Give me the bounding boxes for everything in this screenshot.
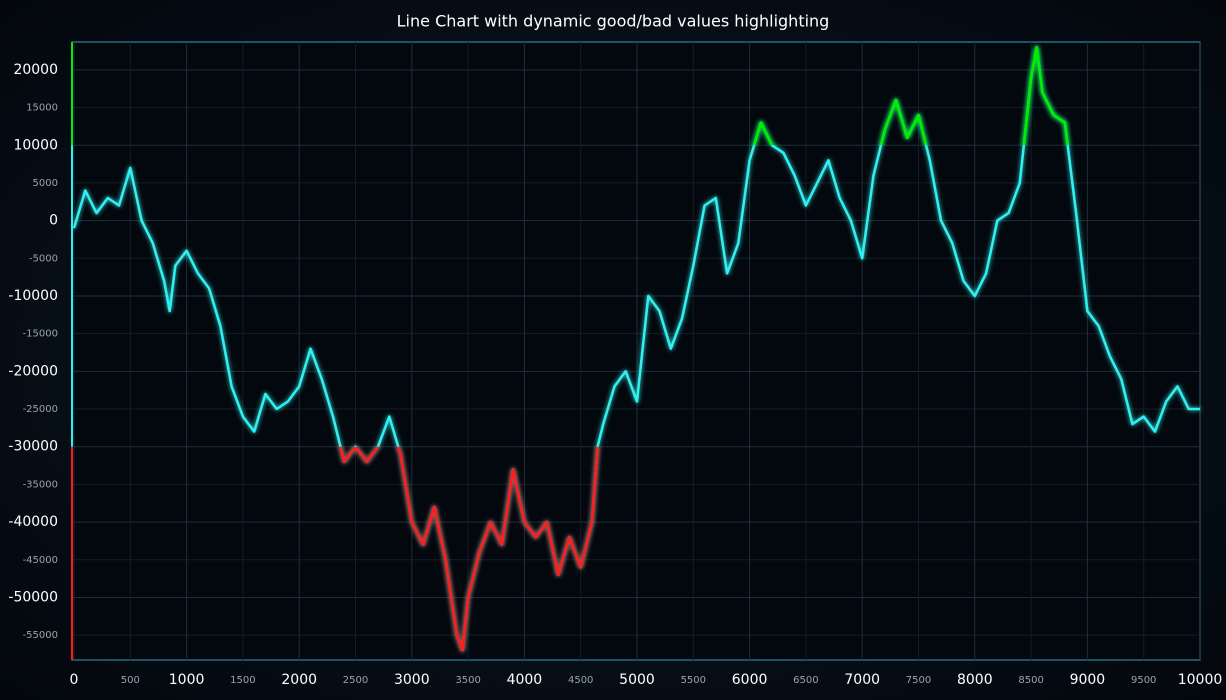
x-tick-label: 9000 <box>1070 672 1106 688</box>
x-tick-label: 8000 <box>957 672 993 688</box>
y-tick-label: 5000 <box>33 178 58 189</box>
x-tick-label: 10000 <box>1178 672 1223 688</box>
x-tick-label: 6500 <box>793 675 818 686</box>
x-tick-label: 4500 <box>568 675 593 686</box>
y-tick-label: -35000 <box>23 479 58 490</box>
y-tick-label: -5000 <box>29 253 58 264</box>
y-tick-label: -30000 <box>8 439 58 455</box>
x-tick-label: 3000 <box>394 672 430 688</box>
y-tick-label: -50000 <box>8 589 58 605</box>
x-tick-label: 500 <box>121 675 140 686</box>
x-tick-label: 8500 <box>1018 675 1043 686</box>
x-tick-label: 2500 <box>343 675 368 686</box>
y-tick-label: -55000 <box>23 630 58 641</box>
chart-title: Line Chart with dynamic good/bad values … <box>397 12 830 31</box>
x-tick-label: 5000 <box>619 672 655 688</box>
x-tick-label: 5500 <box>681 675 706 686</box>
y-tick-label: 20000 <box>13 62 58 78</box>
y-tick-label: 15000 <box>26 103 58 114</box>
x-tick-label: 0 <box>70 672 79 688</box>
x-tick-label: 7500 <box>906 675 931 686</box>
y-tick-label: 0 <box>49 213 58 229</box>
x-tick-label: 4000 <box>507 672 543 688</box>
x-tick-label: 1000 <box>169 672 205 688</box>
x-tick-label: 7000 <box>844 672 880 688</box>
x-tick-label: 3500 <box>455 675 480 686</box>
x-tick-label: 9500 <box>1131 675 1156 686</box>
y-tick-label: -40000 <box>8 514 58 530</box>
y-tick-label: -20000 <box>8 363 58 379</box>
x-tick-label: 6000 <box>732 672 768 688</box>
y-tick-label: -10000 <box>8 288 58 304</box>
x-tick-label: 2000 <box>281 672 317 688</box>
y-tick-label: 10000 <box>13 137 58 153</box>
x-tick-label: 1500 <box>230 675 255 686</box>
y-tick-label: -15000 <box>23 329 58 340</box>
y-tick-label: -45000 <box>23 555 58 566</box>
y-tick-label: -25000 <box>23 404 58 415</box>
line <box>72 46 1200 652</box>
